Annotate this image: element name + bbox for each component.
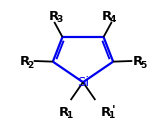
- Text: 5: 5: [140, 61, 146, 70]
- Text: 1: 1: [108, 111, 115, 120]
- Text: Si: Si: [77, 76, 89, 89]
- Text: 3: 3: [56, 15, 63, 24]
- Text: R: R: [132, 55, 143, 68]
- Text: 1: 1: [66, 111, 72, 120]
- Text: 2: 2: [28, 61, 34, 70]
- Text: 4: 4: [110, 15, 116, 24]
- Text: ': ': [112, 104, 116, 117]
- Text: R: R: [101, 106, 111, 119]
- Text: R: R: [49, 10, 59, 23]
- Text: R: R: [20, 55, 30, 68]
- Text: R: R: [102, 10, 112, 23]
- Text: R: R: [58, 106, 69, 119]
